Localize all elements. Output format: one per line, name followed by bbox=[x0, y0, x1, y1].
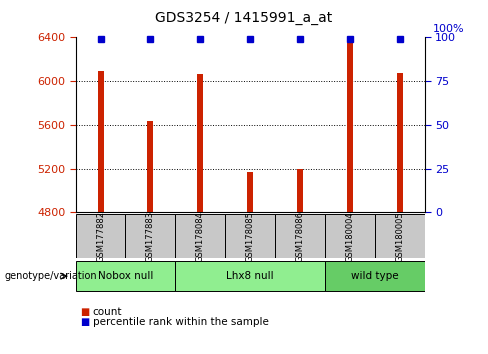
Bar bbox=[375, 214, 425, 258]
Text: wild type: wild type bbox=[351, 271, 399, 281]
Bar bbox=[247, 172, 253, 212]
Bar bbox=[76, 261, 175, 291]
Text: GSM177882: GSM177882 bbox=[96, 211, 105, 262]
Text: percentile rank within the sample: percentile rank within the sample bbox=[93, 317, 268, 327]
Bar bbox=[125, 214, 175, 258]
Bar bbox=[147, 121, 153, 212]
Text: count: count bbox=[93, 307, 122, 316]
Bar bbox=[197, 74, 203, 212]
Text: ■: ■ bbox=[81, 307, 90, 316]
Text: genotype/variation: genotype/variation bbox=[5, 271, 98, 281]
Bar bbox=[175, 261, 325, 291]
Text: Nobox null: Nobox null bbox=[98, 271, 153, 281]
Text: Lhx8 null: Lhx8 null bbox=[226, 271, 274, 281]
Text: GSM178086: GSM178086 bbox=[295, 211, 305, 262]
Bar bbox=[297, 169, 303, 212]
Bar bbox=[76, 214, 125, 258]
Text: ■: ■ bbox=[81, 317, 90, 327]
Bar bbox=[275, 214, 325, 258]
Text: GSM180005: GSM180005 bbox=[395, 211, 404, 262]
Bar bbox=[397, 73, 403, 212]
Text: GDS3254 / 1415991_a_at: GDS3254 / 1415991_a_at bbox=[155, 11, 333, 25]
Text: GSM178084: GSM178084 bbox=[196, 211, 205, 262]
Bar bbox=[347, 42, 353, 212]
Bar bbox=[225, 214, 275, 258]
Text: GSM180004: GSM180004 bbox=[346, 211, 354, 262]
Text: 100%: 100% bbox=[433, 24, 465, 34]
Text: GSM177883: GSM177883 bbox=[146, 211, 155, 262]
Bar bbox=[98, 71, 103, 212]
Text: GSM178085: GSM178085 bbox=[245, 211, 255, 262]
Bar bbox=[325, 261, 425, 291]
Bar bbox=[325, 214, 375, 258]
Bar bbox=[175, 214, 225, 258]
